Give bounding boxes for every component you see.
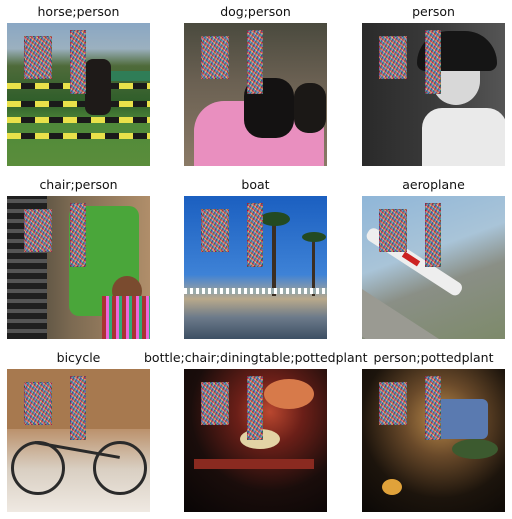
noise-patch (425, 30, 441, 94)
image-caption: dog;person (220, 4, 291, 19)
noise-patch (379, 209, 407, 252)
noise-patch (379, 36, 407, 79)
image-caption: person;pottedplant (373, 350, 494, 365)
noise-patch (24, 209, 52, 252)
image-caption: boat (241, 177, 270, 192)
sample-image-dog-person (184, 23, 327, 166)
image-caption: chair;person (39, 177, 118, 192)
noise-patch (24, 382, 52, 425)
noise-patch (247, 376, 263, 440)
noise-patch (379, 382, 407, 425)
image-caption: aeroplane (402, 177, 465, 192)
sample-image-restaurant (362, 369, 505, 512)
noise-patch (70, 376, 86, 440)
sample-image-horse-jump (7, 23, 150, 166)
noise-patch (247, 203, 263, 267)
noise-patch (70, 30, 86, 94)
noise-patch (425, 376, 441, 440)
sample-image-chair-person (7, 196, 150, 339)
sample-image-aeroplane (362, 196, 505, 339)
image-caption: horse;person (37, 4, 120, 19)
noise-patch (201, 36, 229, 79)
noise-patch (201, 382, 229, 425)
sample-image-harbor (184, 196, 327, 339)
noise-patch (24, 36, 52, 79)
noise-patch (70, 203, 86, 267)
sample-image-bicycle (7, 369, 150, 512)
image-caption: person (412, 4, 455, 19)
noise-patch (247, 30, 263, 94)
image-caption: bottle;chair;diningtable;pottedplant (144, 350, 368, 365)
image-caption: bicycle (56, 350, 101, 365)
sample-image-dining-room (184, 369, 327, 512)
sample-image-portrait (362, 23, 505, 166)
noise-patch (201, 209, 229, 252)
noise-patch (425, 203, 441, 267)
